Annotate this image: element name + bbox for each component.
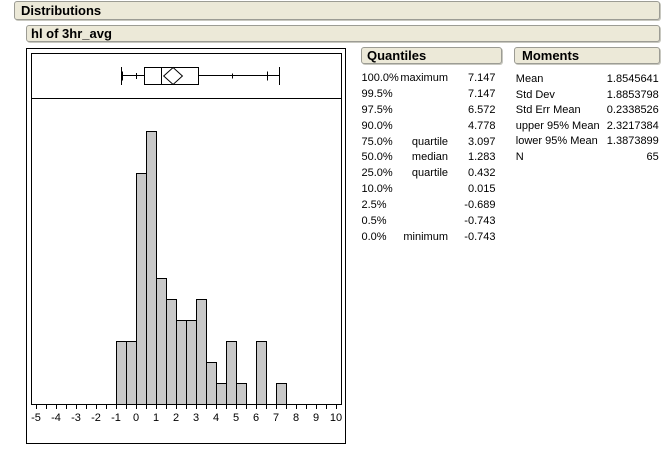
svg-text:1: 1: [153, 412, 159, 424]
svg-text:-2: -2: [91, 412, 101, 424]
svg-text:6: 6: [253, 412, 259, 424]
svg-text:4: 4: [213, 412, 219, 424]
svg-text:-5: -5: [31, 412, 41, 424]
svg-text:0: 0: [133, 412, 139, 424]
svg-text:-4: -4: [51, 412, 61, 424]
svg-text:10: 10: [330, 412, 342, 424]
svg-text:9: 9: [313, 412, 319, 424]
svg-text:8: 8: [293, 412, 299, 424]
svg-text:-1: -1: [111, 412, 121, 424]
svg-text:2: 2: [173, 412, 179, 424]
svg-text:7: 7: [273, 412, 279, 424]
svg-text:-3: -3: [71, 412, 81, 424]
svg-text:3: 3: [193, 412, 199, 424]
svg-text:5: 5: [233, 412, 239, 424]
